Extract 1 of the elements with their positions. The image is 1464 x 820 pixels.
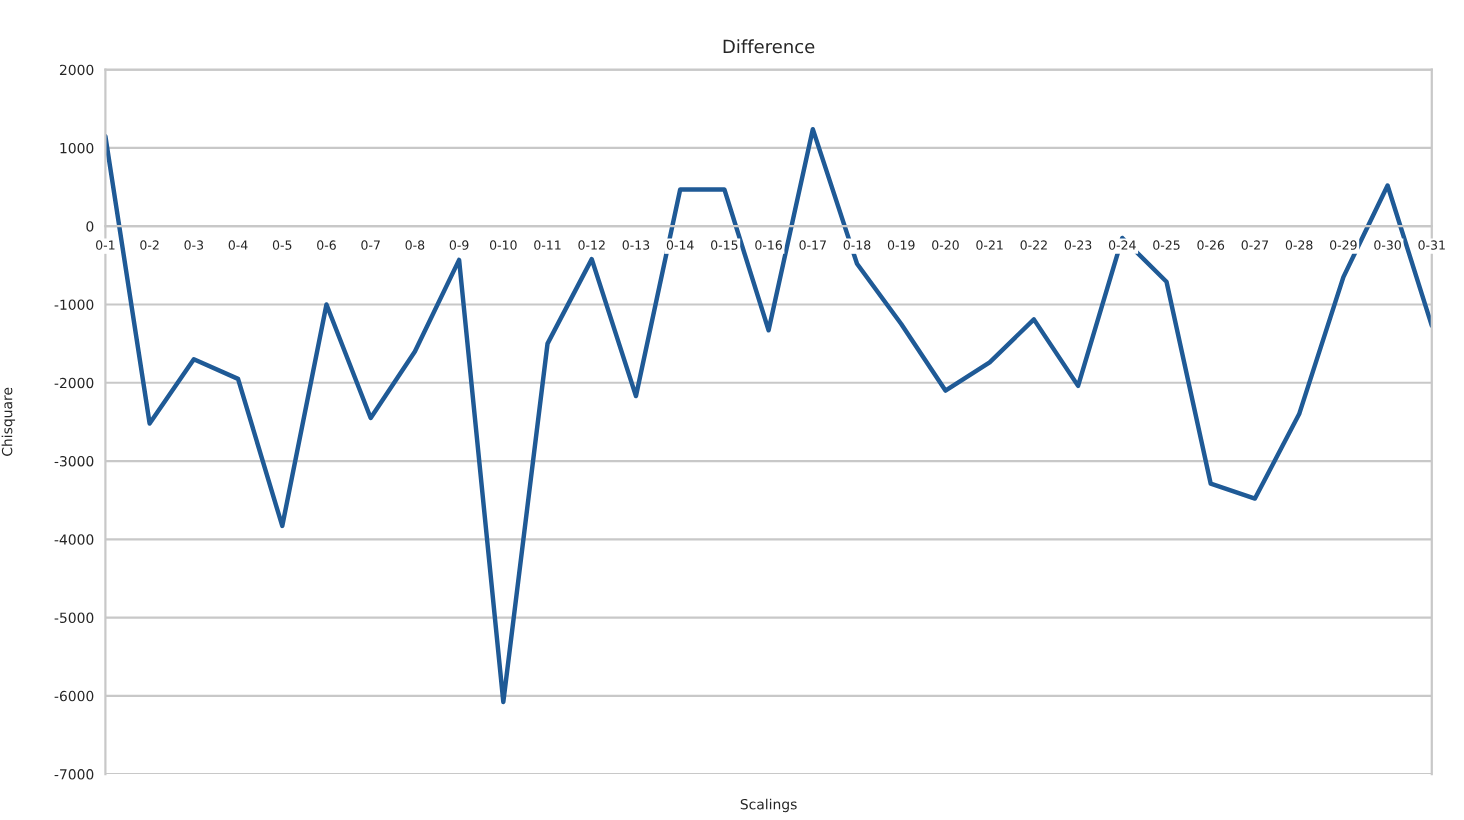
chart-title: Difference xyxy=(723,39,815,54)
